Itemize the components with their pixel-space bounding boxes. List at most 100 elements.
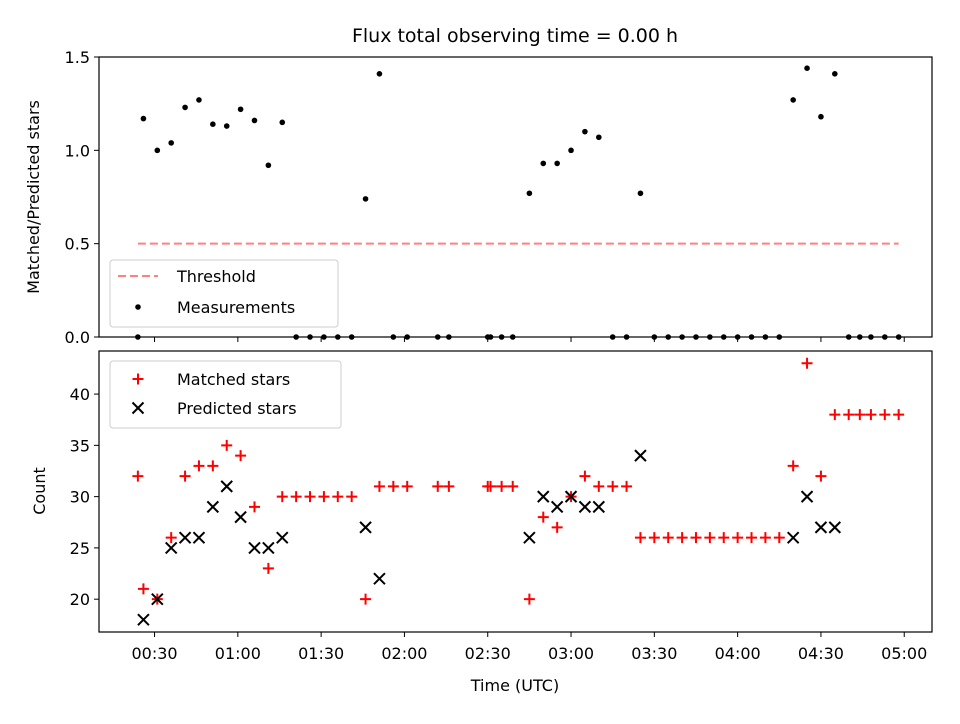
measurement-point [251,117,258,124]
measurement-point [182,104,188,111]
measurement-point [223,123,230,129]
legend-measurements-swatch [135,304,141,310]
x-tick-label: 03:00 [548,644,594,663]
measurement-point [582,128,588,135]
predicted-star-point [164,541,178,555]
matched-star-point [718,532,730,544]
x-axis-label: Time (UTC) [470,676,559,695]
matched-star-point [676,532,688,544]
x-tick-label: 03:30 [631,644,677,663]
predicted-star-point [151,592,164,606]
matched-star-point [746,532,758,544]
matched-star-point [593,480,605,492]
measurement-point [596,134,602,141]
bottom-panel: 20 25 30 35 40 00:30 01:00 01:30 02:00 02:30 03:0… [30,350,933,695]
predicted-star-point [592,500,606,514]
matched-star-point [607,480,619,492]
measurement-point [804,65,810,71]
predicted-star-point [373,572,386,585]
matched-star-point [318,491,330,503]
bottom-legend: Matched stars Predicted stars [109,360,342,429]
matched-star-point [829,409,841,421]
measurement-point [279,119,286,126]
x-tick-label: 02:00 [381,644,427,663]
matched-star-point [360,593,372,605]
measurement-point [568,147,574,154]
matched-star-point [332,491,344,503]
top-y-tick-label: 0.5 [65,235,90,254]
x-tick-label: 05:00 [881,644,927,663]
matched-star-point [537,511,549,523]
matched-star-point [865,409,877,421]
predicted-star-point [828,521,842,534]
matched-star-point [221,439,233,451]
matched-star-point [496,480,508,492]
matched-star-point [432,480,444,492]
top-axes-frame [98,56,933,338]
matched-star-point [248,501,260,513]
legend-matched-swatch [132,373,144,385]
measurement-point [265,162,272,169]
matched-star-point [165,532,177,544]
predicted-star-point [137,613,150,626]
legend-predicted-label: Predicted stars [177,399,297,418]
predicted-star-point [248,541,261,555]
matched-star-point [523,593,535,605]
bottom-y-tick-label: 30 [70,488,90,507]
legend-measurements-label: Measurements [177,298,295,317]
matched-star-point [732,532,744,544]
top-y-axis-label: Matched/Predicted stars [24,100,43,294]
matched-star-point [843,409,855,421]
matched-star-point [662,532,674,544]
x-tick-label: 01:30 [298,644,344,663]
measurement-point [818,113,824,120]
measurement-point [526,190,533,197]
predicted-star-point [800,490,814,503]
predicted-star-point [634,449,647,462]
measurement-point [362,196,369,202]
predicted-star-point [814,521,828,534]
predicted-star-point [178,531,192,544]
matched-star-point [634,532,646,544]
top-y-tick-label: 0.0 [65,328,90,347]
matched-star-point [773,532,785,544]
measurement-point [237,106,244,113]
predicted-star-point [786,531,800,544]
top-panel: 0.0 0.5 1.0 1.5 Matched/Predicted stars Thr… [24,48,933,347]
matched-star-point [507,480,519,492]
matched-star-point [621,480,633,492]
predicted-star-point [206,500,220,514]
matched-star-point [893,409,905,421]
matched-star-point [179,470,191,482]
predicted-star-point [192,531,206,544]
matched-star-point [551,521,563,533]
measurement-point [790,97,796,103]
legend-threshold-label: Threshold [176,267,256,286]
x-tick-label: 00:30 [131,644,177,663]
predicted-star-point [523,531,536,544]
measurement-point [540,160,547,167]
top-y-tick-label: 1.0 [65,141,90,160]
top-legend: Threshold Measurements [109,259,339,328]
legend-matched-label: Matched stars [177,370,290,389]
predicted-star-point [578,500,592,514]
x-tick-label: 04:30 [798,644,844,663]
matched-star-point [193,460,205,472]
x-tick-label: 02:30 [465,644,511,663]
matched-star-point [401,480,413,492]
matched-star-point [276,491,288,503]
matched-star-point [854,409,866,421]
legend-plus-mark [132,373,144,385]
bottom-legend-box [109,360,342,429]
matched-star-point [132,470,144,482]
bottom-y-axis-label: Count [30,467,49,515]
bottom-y-tick-label: 20 [70,590,90,609]
bottom-y-tick-label: 40 [70,385,90,404]
matched-star-point [207,460,219,472]
legend-predicted-swatch [131,401,145,415]
top-legend-box [109,259,339,328]
bottom-axes-frame [98,350,933,633]
top-y-tick-label: 1.5 [65,48,90,67]
predicted-star-point [234,510,247,524]
matched-star-point [801,357,813,369]
